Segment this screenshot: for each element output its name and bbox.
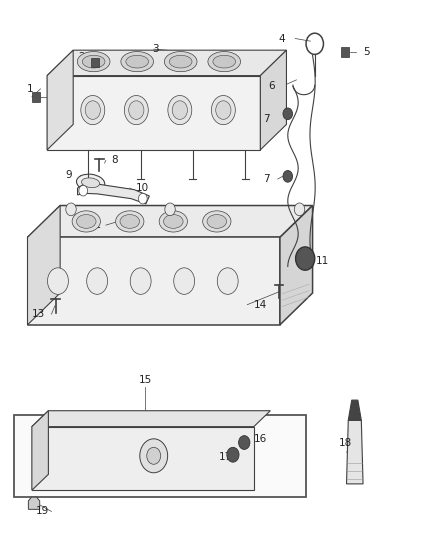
Circle shape: [283, 171, 293, 182]
Text: 7: 7: [264, 174, 270, 184]
Ellipse shape: [77, 215, 96, 228]
Polygon shape: [28, 237, 280, 325]
Circle shape: [140, 439, 168, 473]
Ellipse shape: [213, 55, 236, 68]
Polygon shape: [28, 206, 60, 325]
Text: 7: 7: [264, 114, 270, 124]
Ellipse shape: [81, 178, 100, 188]
Text: 10: 10: [136, 183, 149, 193]
Ellipse shape: [47, 268, 68, 294]
Text: 9: 9: [66, 171, 72, 180]
Circle shape: [227, 447, 239, 462]
Ellipse shape: [120, 215, 140, 228]
Polygon shape: [280, 206, 313, 325]
Ellipse shape: [159, 211, 187, 232]
Text: 8: 8: [111, 156, 118, 165]
Ellipse shape: [172, 101, 187, 119]
Circle shape: [165, 203, 175, 216]
Polygon shape: [91, 58, 99, 67]
Polygon shape: [47, 50, 73, 150]
Text: 2: 2: [78, 52, 85, 62]
Ellipse shape: [164, 52, 197, 72]
Circle shape: [147, 447, 161, 464]
Polygon shape: [32, 426, 254, 490]
FancyBboxPatch shape: [14, 415, 306, 497]
Polygon shape: [47, 76, 260, 150]
Ellipse shape: [116, 211, 144, 232]
Circle shape: [138, 193, 147, 204]
Ellipse shape: [208, 52, 240, 72]
Text: 13: 13: [32, 309, 45, 319]
Polygon shape: [28, 206, 313, 237]
Ellipse shape: [129, 101, 144, 119]
Ellipse shape: [121, 52, 153, 72]
Circle shape: [66, 203, 76, 216]
Polygon shape: [341, 47, 349, 56]
Polygon shape: [32, 92, 40, 102]
Text: 19: 19: [36, 506, 49, 516]
Text: 17: 17: [219, 453, 232, 463]
Ellipse shape: [203, 211, 231, 232]
Polygon shape: [260, 50, 286, 150]
Ellipse shape: [72, 211, 100, 232]
Ellipse shape: [163, 215, 183, 228]
Text: 18: 18: [339, 438, 352, 448]
Ellipse shape: [212, 95, 235, 125]
Polygon shape: [47, 50, 286, 76]
Text: 1: 1: [26, 84, 33, 94]
Text: 15: 15: [138, 375, 152, 385]
Polygon shape: [32, 411, 48, 490]
Circle shape: [239, 435, 250, 449]
Ellipse shape: [87, 268, 108, 294]
Ellipse shape: [170, 55, 192, 68]
Ellipse shape: [217, 268, 238, 294]
Text: 6: 6: [268, 81, 275, 91]
Ellipse shape: [124, 95, 148, 125]
Text: 12: 12: [88, 220, 102, 230]
Polygon shape: [32, 411, 270, 426]
Ellipse shape: [216, 101, 231, 119]
Circle shape: [294, 203, 305, 216]
Text: 11: 11: [316, 256, 329, 266]
Circle shape: [283, 108, 293, 119]
Polygon shape: [78, 183, 149, 204]
Ellipse shape: [207, 215, 226, 228]
Ellipse shape: [126, 55, 148, 68]
Text: 3: 3: [152, 44, 159, 54]
Ellipse shape: [77, 174, 105, 191]
Polygon shape: [28, 497, 40, 510]
Circle shape: [296, 247, 315, 270]
Ellipse shape: [85, 101, 100, 119]
Text: 5: 5: [364, 47, 370, 56]
Text: 4: 4: [279, 34, 286, 44]
Ellipse shape: [174, 268, 194, 294]
Text: 16: 16: [254, 434, 267, 444]
Ellipse shape: [81, 95, 105, 125]
Polygon shape: [346, 420, 363, 484]
Circle shape: [79, 185, 88, 196]
Ellipse shape: [168, 95, 192, 125]
Text: 14: 14: [254, 300, 267, 310]
Ellipse shape: [78, 52, 110, 72]
Ellipse shape: [130, 268, 151, 294]
Ellipse shape: [82, 55, 105, 68]
Polygon shape: [348, 400, 361, 420]
